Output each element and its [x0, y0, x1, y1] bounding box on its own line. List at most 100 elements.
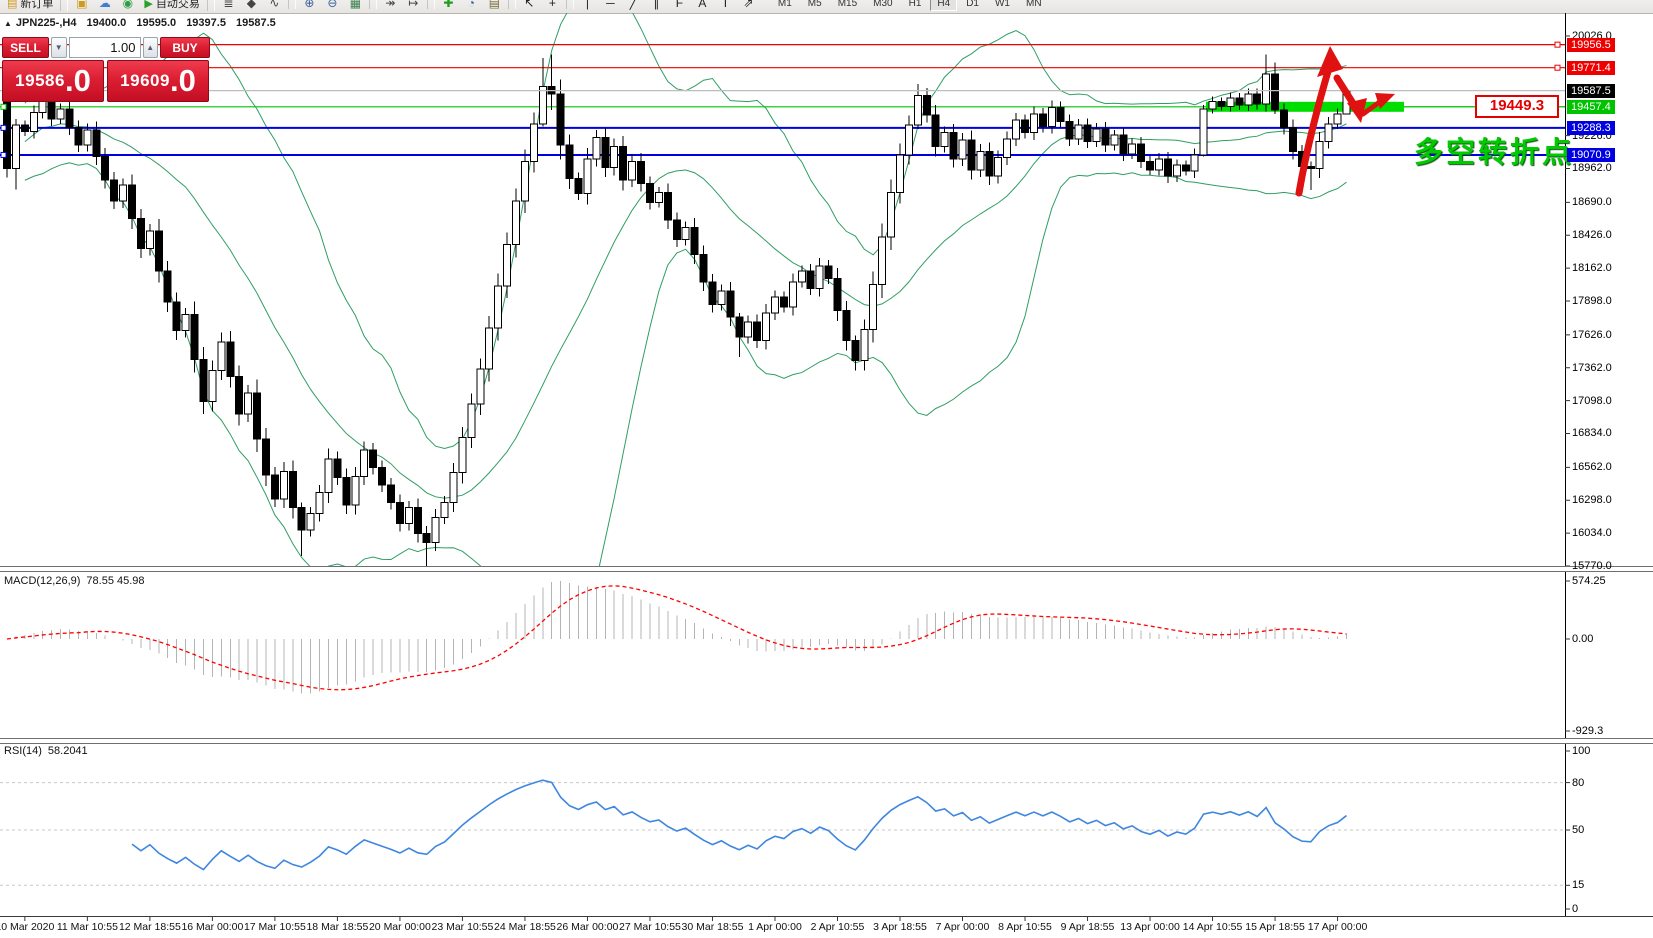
cursor-icon[interactable]: ↖: [524, 0, 535, 10]
text-icon[interactable]: A: [698, 0, 707, 10]
candlestick-chart-icon[interactable]: ◆: [246, 0, 256, 10]
volume-decrease-button[interactable]: ▼: [51, 37, 67, 58]
signals-icon[interactable]: ◉: [122, 0, 134, 10]
market-icon[interactable]: ▣: [76, 0, 88, 10]
time-axis-label: 30 Mar 18:55: [681, 921, 744, 933]
rsi-value: 58.2041: [47, 745, 88, 757]
buy-button[interactable]: BUY: [160, 37, 210, 58]
chart-title: ▲ JPN225-,H4 19400.0 19595.0 19397.5 1958…: [4, 17, 283, 29]
pivot-text-label[interactable]: 多空转折点: [1414, 137, 1575, 169]
ohlc-open: 19400.0: [86, 17, 127, 29]
tab-period-MN[interactable]: MN: [1025, 0, 1042, 9]
symbol-caret-icon: ▲: [4, 19, 12, 28]
buy-price: 19609: [120, 71, 170, 90]
periods-icon[interactable]: ◔: [467, 0, 475, 10]
macd-values: 78.55 45.98: [86, 575, 145, 587]
period-toolbar: M1 M5 M15 M30 H1 H4 D1 W1 MN: [770, 0, 1050, 11]
price-line-label: 19457.4: [1567, 99, 1615, 114]
bar-chart-icon[interactable]: ≣: [223, 0, 234, 10]
rsi-tick-label: 80: [1572, 776, 1585, 789]
sell-price-button[interactable]: 19586.0: [2, 60, 104, 102]
time-axis-label: 20 Mar 00:00: [368, 921, 431, 933]
volume-input[interactable]: [68, 37, 141, 58]
trendline-icon[interactable]: ╱: [629, 0, 637, 10]
time-axis-label: 8 Apr 10:55: [998, 921, 1052, 933]
tab-period-W1[interactable]: W1: [994, 0, 1010, 9]
price-tick-label: 17626.0: [1572, 328, 1612, 341]
auto-scroll-icon[interactable]: ↠: [385, 0, 396, 10]
toolbar-separator: [60, 0, 69, 11]
indicators-icon[interactable]: ✚: [443, 0, 454, 10]
tile-windows-icon[interactable]: ▦: [349, 0, 362, 10]
price-tick-label: 18962.0: [1572, 162, 1612, 175]
fibonacci-icon[interactable]: F: [675, 0, 684, 10]
autotrading-label: 自动交易: [155, 0, 200, 10]
time-axis-label: 23 Mar 10:55: [431, 921, 494, 933]
time-axis-label: 16 Mar 00:00: [181, 921, 244, 933]
ohlc-low: 19397.5: [186, 17, 226, 29]
arrows-icon[interactable]: ⇗: [743, 0, 754, 10]
tab-period-M15[interactable]: M15: [837, 0, 858, 9]
zoom-in-icon[interactable]: ⊕: [304, 0, 315, 10]
time-axis-label: 2 Apr 10:55: [810, 921, 865, 933]
price-line-label: 19288.3: [1567, 120, 1615, 135]
autotrading-icon: ▶: [144, 0, 153, 10]
horizontal-line-icon[interactable]: ─: [606, 0, 615, 10]
toolbar-separator: [426, 0, 435, 9]
toolbar-separator: [287, 0, 296, 9]
vertical-line-icon[interactable]: |: [585, 0, 589, 10]
price-line-label: 19070.9: [1567, 147, 1615, 162]
tab-period-H4[interactable]: H4: [930, 0, 958, 11]
line-chart-icon[interactable]: ∿: [269, 0, 280, 10]
chart-shift-icon[interactable]: ↦: [408, 0, 419, 10]
price-tick-label: 18690.0: [1572, 196, 1612, 209]
price-tick-label: 16298.0: [1572, 494, 1612, 507]
pane-splitter[interactable]: [0, 738, 1653, 744]
toolbar-separator: [565, 0, 574, 9]
tab-period-M30[interactable]: M30: [873, 0, 893, 9]
price-callout-label[interactable]: 19449.3: [1475, 95, 1559, 118]
cloud-icon[interactable]: ☁: [98, 0, 111, 10]
pane-splitter[interactable]: [0, 566, 1653, 572]
zoom-out-icon[interactable]: ⊖: [327, 0, 338, 10]
sell-button[interactable]: SELL: [2, 37, 49, 58]
time-axis-label: 18 Mar 18:55: [306, 921, 369, 933]
tab-period-H1[interactable]: H1: [908, 0, 922, 9]
autotrading-button[interactable]: ▶ 自动交易: [139, 0, 204, 13]
price-tick-label: 17098.0: [1572, 394, 1612, 407]
price-tick-label: 16562.0: [1572, 461, 1612, 474]
volume-increase-button[interactable]: ▲: [142, 37, 158, 58]
sell-price: 19586: [15, 71, 65, 90]
tab-period-M1[interactable]: M1: [777, 0, 792, 9]
time-axis-label: 9 Apr 18:55: [1060, 921, 1115, 933]
symbol-period: JPN225-,H4: [15, 17, 77, 29]
current-price-label: 19587.5: [1567, 83, 1615, 98]
templates-icon[interactable]: ▤: [488, 0, 501, 10]
new-order-icon: ▤: [7, 0, 18, 10]
price-tick-label: 18426.0: [1572, 229, 1612, 242]
price-tick-label: 17362.0: [1572, 361, 1612, 374]
price-tick-label: 17898.0: [1572, 294, 1612, 307]
ohlc-close: 19587.5: [236, 17, 276, 29]
one-click-trading-panel: SELL ▼ ▲ BUY 19586.0 19609.0: [2, 37, 210, 102]
tab-period-M5[interactable]: M5: [807, 0, 822, 9]
crosshair-icon[interactable]: +: [548, 0, 556, 10]
time-axis-label: 3 Apr 18:55: [873, 921, 927, 933]
rsi-tick-label: 15: [1572, 879, 1585, 892]
rsi-tick-label: 100: [1572, 745, 1591, 757]
price-line-label: 19771.4: [1567, 60, 1615, 75]
buy-price-button[interactable]: 19609.0: [107, 60, 209, 102]
time-axis-label: 7 Apr 00:00: [935, 921, 990, 933]
new-order-button[interactable]: ▤ 新订单: [2, 0, 58, 13]
time-axis-label: 10 Mar 2020: [0, 921, 55, 933]
label-icon[interactable]: T: [721, 0, 730, 10]
tab-period-D1[interactable]: D1: [966, 0, 979, 9]
toolbar: ▤ 新订单 ▣ ☁ ◉ ▶ 自动交易 ≣ ◆ ∿ ⊕ ⊖ ▦ ↠ ↦ ✚ ◔ ▤ ↖ + | ─ ╱ ∥ F A T ⇗ M…: [0, 0, 1653, 14]
macd-label: MACD(12,26,9) 78.55 45.98: [4, 575, 145, 587]
time-axis-label: 15 Apr 18:55: [1245, 921, 1305, 933]
toolbar-separator: [507, 0, 516, 9]
time-axis-label: 11 Mar 10:55: [56, 921, 118, 933]
time-axis-label: 24 Mar 18:55: [494, 921, 556, 933]
channel-icon[interactable]: ∥: [653, 0, 660, 10]
